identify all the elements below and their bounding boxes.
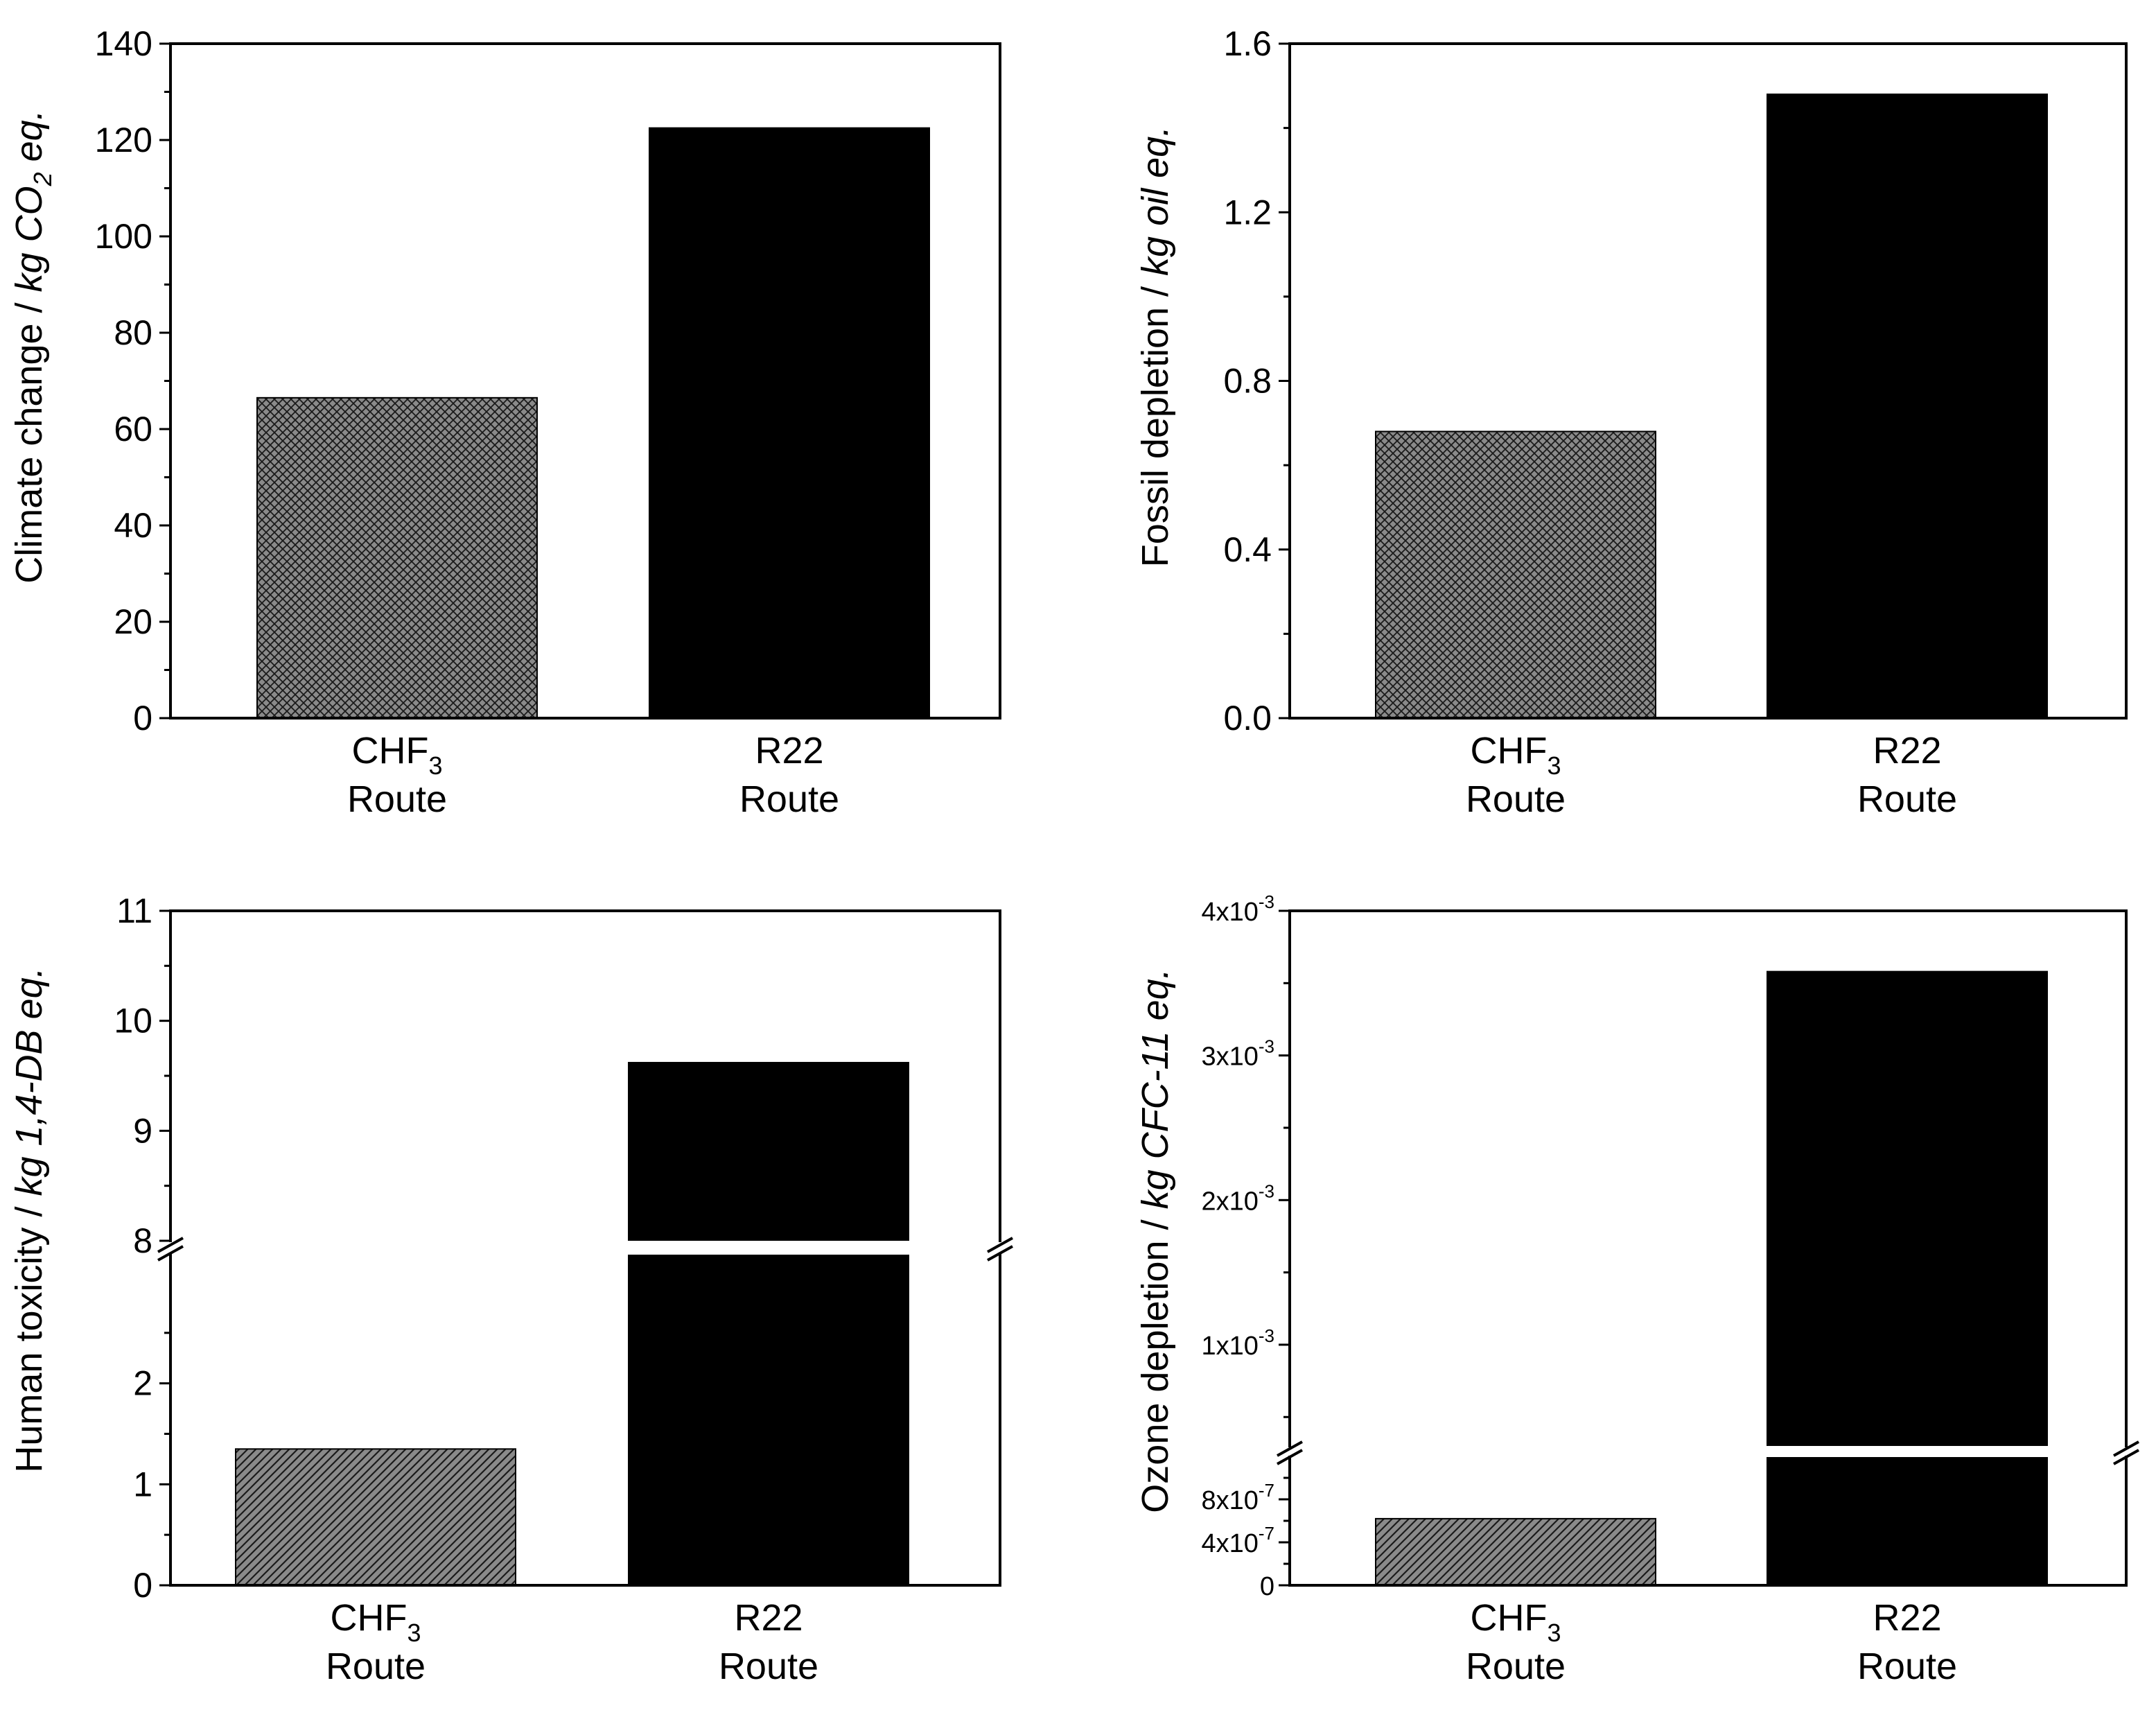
x-tick-label-line2: Route: [1857, 778, 1957, 820]
x-tick-label-line2: Route: [1857, 1646, 1957, 1687]
y-axis-label: Climate change / kg CO2 eq.: [8, 110, 57, 583]
x-tick-label-line2: Route: [347, 778, 447, 820]
y-tick-label: 40: [114, 506, 152, 545]
y-tick-label: 0.8: [1223, 362, 1272, 401]
x-tick-label: R22: [1873, 730, 1941, 772]
x-tick-label-line2: Route: [1466, 778, 1566, 820]
axis-gap: [997, 1242, 1003, 1253]
axis-break-mark: [987, 1237, 1013, 1262]
y-tick-label: 120: [95, 121, 152, 159]
y-tick-label: 10: [114, 1002, 152, 1040]
y-tick-label: 1.2: [1223, 193, 1272, 232]
x-tick-label: CHF3: [1470, 1597, 1561, 1647]
bar: [649, 127, 930, 719]
y-axis-label: Ozone depletion / kg CFC-11 eq.: [1134, 968, 1176, 1513]
y-tick-label: 0.4: [1223, 530, 1272, 569]
y-tick-label: 3x10-3: [1201, 1036, 1274, 1072]
y-tick-label: 0: [1260, 1572, 1274, 1601]
axis-gap: [168, 1242, 173, 1253]
y-tick-label: 4x10-3: [1201, 891, 1274, 927]
x-tick-label-line2: Route: [719, 1646, 818, 1687]
y-tick-label: 1x10-3: [1201, 1325, 1274, 1361]
y-tick-label: 11: [116, 891, 152, 930]
y-tick-label: 2x10-3: [1201, 1180, 1274, 1216]
x-tick-label-line2: Route: [1466, 1646, 1566, 1687]
y-tick-label: 2: [133, 1364, 152, 1403]
x-tick-label: CHF3: [330, 1597, 421, 1647]
x-tick-label: CHF3: [351, 730, 442, 780]
y-tick-label: 20: [114, 602, 152, 641]
x-tick-label: R22: [755, 730, 823, 772]
x-tick-label: R22: [1873, 1597, 1941, 1639]
y-tick-label: 4x10-7: [1201, 1523, 1274, 1558]
y-tick-label: 1: [133, 1465, 152, 1503]
bar: [235, 1448, 516, 1587]
axis-break-mark: [2113, 1440, 2139, 1465]
axis-break-mark: [1277, 1440, 1303, 1465]
axis-break-mark: [157, 1237, 184, 1262]
y-tick-label: 80: [114, 313, 152, 352]
y-tick-label: 1.6: [1223, 24, 1272, 63]
bar-break-gap: [627, 1241, 910, 1255]
y-tick-label: 60: [114, 410, 152, 448]
x-tick-label-line2: Route: [739, 778, 839, 820]
y-axis-label: Human toxicity / kg 1,4-DB eq.: [8, 967, 50, 1472]
bar: [256, 396, 538, 719]
y-axis-label: Fossil depletion / kg oil eq.: [1134, 126, 1176, 567]
x-tick-label: CHF3: [1470, 730, 1561, 780]
axis-gap: [2123, 1447, 2129, 1456]
x-tick-label-line2: Route: [326, 1646, 426, 1687]
y-tick-label: 100: [95, 217, 152, 256]
y-tick-label: 0.0: [1223, 699, 1272, 738]
y-tick-label: 8x10-7: [1201, 1480, 1274, 1515]
bar-break-gap: [1766, 1446, 2049, 1457]
bar: [1767, 970, 2048, 1586]
y-tick-label: 0: [133, 699, 152, 738]
plot-frame: [1288, 909, 2128, 1587]
bar: [1375, 1517, 1656, 1586]
y-tick-label: 0: [133, 1566, 152, 1605]
axis-gap: [1287, 1447, 1292, 1456]
bar: [1375, 430, 1656, 719]
y-tick-label: 8: [133, 1221, 152, 1260]
x-tick-label: R22: [734, 1597, 803, 1639]
bar: [1767, 93, 2048, 720]
y-tick-label: 9: [133, 1111, 152, 1150]
y-tick-label: 140: [95, 24, 152, 63]
bar: [628, 1061, 909, 1586]
